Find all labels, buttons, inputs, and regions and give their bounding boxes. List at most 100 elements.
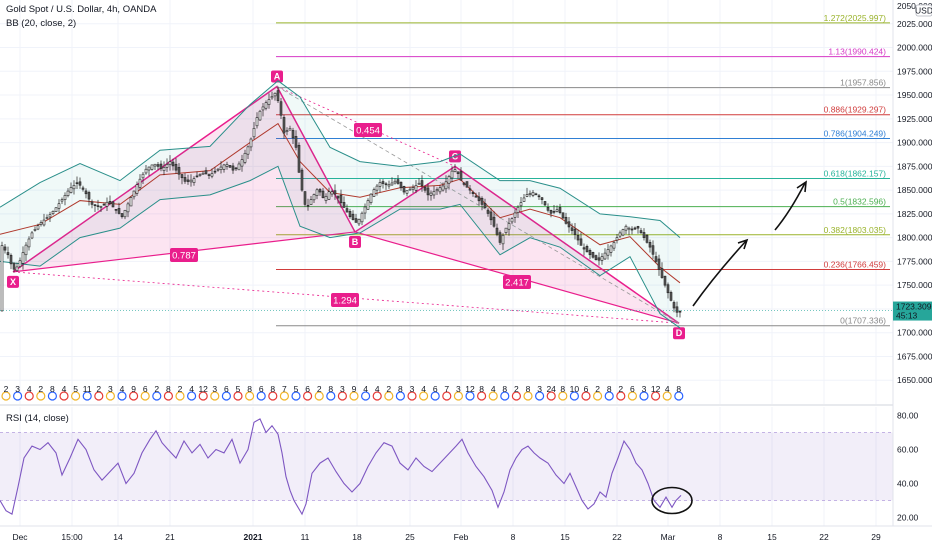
candle-body [189, 179, 193, 183]
candle-body [156, 164, 160, 167]
time-tick-label: 8 [511, 532, 516, 542]
rsi-highlight-ellipse [651, 486, 693, 515]
candle-body [384, 183, 388, 186]
candle-body [558, 207, 562, 213]
candle-body [588, 249, 592, 256]
candle-body [402, 185, 406, 193]
event-marker [187, 391, 197, 401]
candle-body [351, 213, 355, 220]
event-marker [569, 391, 580, 401]
candle-body [69, 187, 73, 193]
candle-body [108, 201, 112, 204]
rsi-indicator-label: RSI (14, close) [6, 413, 69, 424]
candle-body [525, 194, 529, 197]
harmonic-ad-dashed [276, 86, 680, 324]
event-marker-label: 4 [375, 384, 380, 394]
candle-body [339, 194, 343, 204]
candle-body [129, 197, 133, 207]
candle-body [180, 174, 184, 179]
event-marker [268, 391, 278, 401]
candle-body [396, 179, 400, 184]
event-marker-label: 3 [15, 384, 20, 394]
price-tick-label: 1975.000 [897, 66, 932, 76]
harmonic-point-label: C [452, 151, 459, 161]
event-marker-label: 2 [386, 384, 391, 394]
candle-body [480, 197, 484, 205]
candle-body [222, 164, 226, 170]
candle-body [33, 229, 37, 231]
candle-body [669, 292, 673, 301]
event-marker-label: 6 [143, 384, 148, 394]
candle-body [210, 173, 214, 177]
candle-body [264, 102, 268, 109]
candle-body [663, 275, 667, 286]
candle-body [78, 181, 82, 186]
candle-body [642, 232, 646, 238]
price-tick-label: 1875.000 [897, 161, 932, 171]
candle-body [600, 256, 604, 261]
event-marker [70, 391, 81, 401]
candle-body [348, 211, 352, 218]
time-tick-label: 14 [113, 532, 123, 542]
event-marker-label: 4 [189, 384, 194, 394]
candle-body [183, 177, 187, 182]
candle-body [657, 258, 661, 270]
candle-body [471, 191, 475, 194]
candle-body [453, 169, 457, 172]
candle-body [294, 136, 298, 148]
price-tick-label: 1825.000 [897, 209, 932, 219]
event-marker-label: 4 [665, 384, 670, 394]
candle-body [390, 182, 394, 186]
candle-body [225, 164, 229, 167]
candle-body [576, 234, 580, 241]
candle-body [312, 194, 316, 201]
candle-body [411, 187, 415, 190]
candle-body [306, 204, 310, 207]
candle-body [102, 203, 106, 206]
price-tick-label: 1950.000 [897, 90, 932, 100]
candle-body [414, 185, 418, 191]
event-marker-label: 3 [410, 384, 415, 394]
candle-body [654, 256, 658, 262]
event-marker-label: 8 [526, 384, 531, 394]
candle-body [375, 185, 379, 191]
event-marker-label: 2 [96, 384, 101, 394]
candle-body [309, 199, 313, 205]
candle-body [159, 163, 163, 169]
event-marker [152, 391, 162, 401]
fib-level-label: 0(1707.336) [840, 316, 886, 326]
event-marker [337, 391, 347, 401]
candle-body [192, 178, 196, 183]
candle-body [633, 227, 637, 230]
candle-body [288, 128, 292, 131]
candle-body [354, 218, 358, 223]
event-marker [650, 391, 661, 401]
fib-level-label: 1.13(1990.424) [828, 47, 886, 57]
candle-body [6, 252, 10, 256]
event-marker [198, 391, 208, 401]
time-tick-label: 8 [718, 532, 723, 542]
candle-body [237, 163, 241, 171]
price-tick-label: 1775.000 [897, 256, 932, 266]
harmonic-ratio-badge [331, 293, 359, 307]
time-tick-label: Mar [661, 532, 676, 542]
event-marker-label: 6 [305, 384, 310, 394]
candle-body [24, 244, 28, 256]
event-marker [465, 391, 475, 401]
candle-body [456, 171, 460, 174]
candle-body [114, 209, 118, 211]
price-tick-label: 1900.000 [897, 138, 932, 148]
candle-body [465, 181, 469, 188]
event-marker-label: 9 [131, 384, 136, 394]
candle-body [432, 191, 436, 196]
grid-lines [0, 0, 893, 526]
candle-body [99, 206, 103, 208]
fib-level-label: 0.886(1929.297) [824, 105, 887, 115]
candle-body [207, 174, 211, 176]
candle-body [111, 201, 115, 208]
candles [0, 86, 682, 318]
candle-body [150, 164, 154, 170]
event-marker-label: 8 [607, 384, 612, 394]
candle-body [555, 209, 559, 212]
